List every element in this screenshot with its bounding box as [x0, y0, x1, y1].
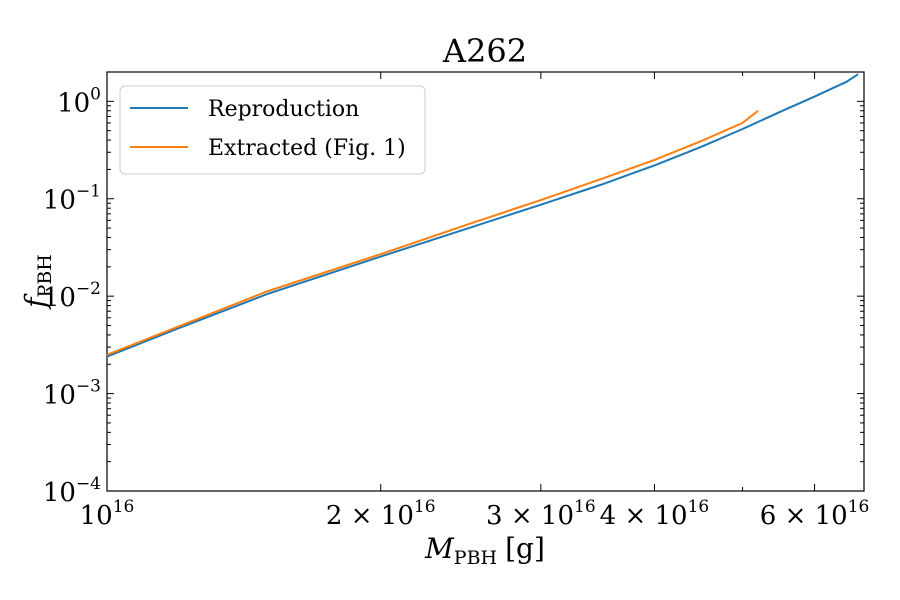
x-tick-label-4: 6 × 1016: [760, 497, 870, 531]
plot-area: 1016 2 × 1016 3 × 1016 4 × 1016 6 × 1016 100 1…: [43, 71, 870, 531]
x-axis-label-sub: PBH: [454, 547, 497, 569]
y-axis-label: fPBH: [19, 254, 56, 310]
x-tick-label-0: 1016: [80, 497, 135, 531]
y-tick-label-2: 10−2: [43, 279, 101, 313]
series-line-1: [106, 109, 759, 356]
series-line-0: [106, 73, 859, 358]
y-tick-label-0: 100: [57, 84, 101, 118]
y-tick-label-3: 10−3: [43, 377, 101, 411]
tick-layer: 1016 2 × 1016 3 × 1016 4 × 1016 6 × 1016 100 1…: [43, 72, 870, 531]
x-tick-label-1: 2 × 1016: [326, 497, 436, 531]
legend: Reproduction Extracted (Fig. 1): [119, 85, 426, 175]
x-axis-label-main: M: [424, 532, 455, 565]
y-tick-label-1: 10−1: [43, 182, 101, 216]
plot-frame: [106, 71, 865, 492]
chart-title: A262: [442, 32, 527, 70]
legend-box: [119, 85, 426, 175]
y-axis-label-sub: PBH: [34, 254, 56, 297]
series-layer: [106, 73, 859, 358]
legend-label-reproduction: Reproduction: [208, 97, 359, 122]
x-tick-label-3: 4 × 1016: [600, 497, 710, 531]
x-tick-label-2: 3 × 1016: [486, 497, 596, 531]
x-axis-label-unit: [g]: [505, 532, 545, 565]
legend-label-extracted: Extracted (Fig. 1): [208, 136, 406, 161]
x-axis-label: MPBH [g]: [424, 532, 545, 569]
y-tick-label-4: 10−4: [43, 474, 101, 508]
